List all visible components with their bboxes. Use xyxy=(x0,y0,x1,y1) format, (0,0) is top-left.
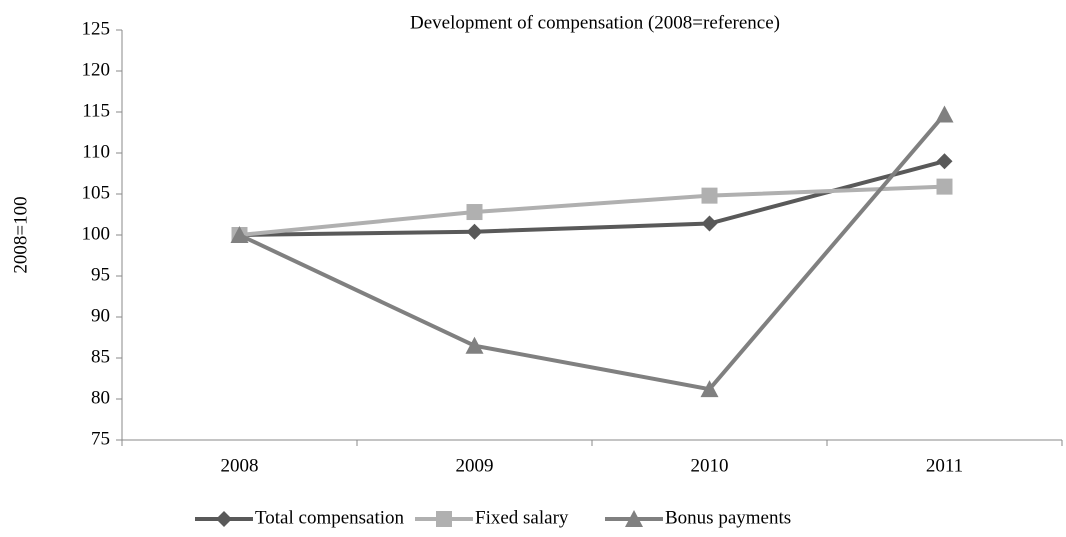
y-tick-label: 90 xyxy=(91,305,110,326)
y-tick-label: 85 xyxy=(91,346,110,367)
y-tick-label: 100 xyxy=(82,223,111,244)
y-tick-label: 95 xyxy=(91,264,110,285)
x-tick-label: 2009 xyxy=(456,455,494,476)
marker xyxy=(935,105,954,123)
marker xyxy=(625,510,643,527)
y-tick-label: 125 xyxy=(82,18,111,39)
marker xyxy=(465,336,484,354)
marker xyxy=(466,204,483,221)
series-line xyxy=(239,184,945,237)
marker xyxy=(466,223,483,240)
y-tick-label: 75 xyxy=(91,428,110,449)
marker xyxy=(216,511,232,527)
y-tick-label: 110 xyxy=(82,141,110,162)
marker xyxy=(700,380,719,398)
x-tick-label: 2010 xyxy=(691,455,729,476)
legend-label: Bonus payments xyxy=(665,507,791,528)
y-tick-label: 105 xyxy=(82,182,111,203)
y-tick-label: 115 xyxy=(82,100,110,121)
series-line xyxy=(238,113,947,392)
marker xyxy=(436,511,452,527)
y-tick-label: 120 xyxy=(82,59,111,80)
marker xyxy=(230,226,249,243)
marker xyxy=(936,178,953,195)
marker xyxy=(701,215,718,232)
y-axis-label: 2008=100 xyxy=(10,196,31,273)
legend-label: Total compensation xyxy=(255,507,405,528)
x-tick-label: 2008 xyxy=(221,455,259,476)
marker xyxy=(701,187,718,204)
x-tick-label: 2011 xyxy=(926,455,963,476)
y-tick-label: 80 xyxy=(91,387,110,408)
legend-label: Fixed salary xyxy=(475,507,569,528)
chart-title: Development of compensation (2008=refere… xyxy=(410,12,780,33)
marker xyxy=(936,153,953,170)
